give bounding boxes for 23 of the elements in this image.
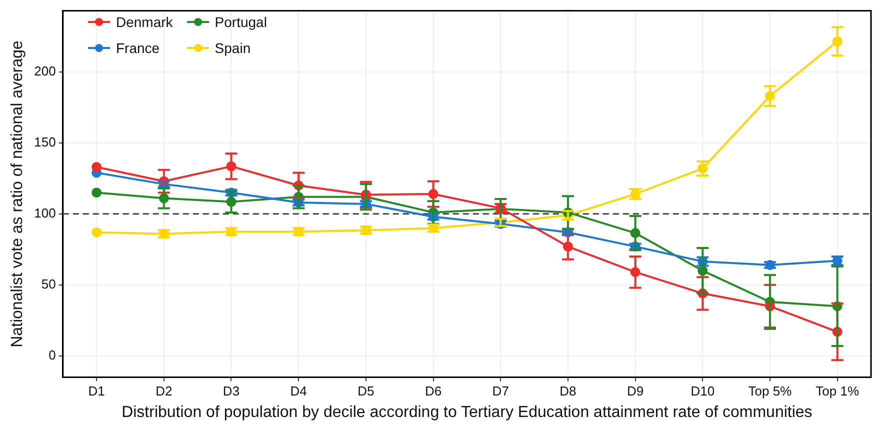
legend-label: Spain bbox=[214, 40, 251, 56]
legend-label: France bbox=[116, 40, 160, 56]
x-tick-label: D6 bbox=[424, 384, 442, 399]
y-axis-title: Nationalist vote as ratio of national average bbox=[9, 40, 26, 348]
y-tick-label: 50 bbox=[41, 276, 56, 292]
x-tick-label: D1 bbox=[88, 384, 105, 399]
x-tick-label: D4 bbox=[290, 384, 307, 399]
x-tick-label: D3 bbox=[222, 384, 240, 399]
x-axis-title: Distribution of population by decile according to Tertiary Education attainment rate of communities bbox=[122, 404, 812, 421]
x-tick-label: Top 5% bbox=[748, 384, 792, 399]
x-tick-label: D5 bbox=[358, 384, 374, 399]
x-tick-label: D7 bbox=[492, 384, 509, 399]
y-tick-label: 150 bbox=[34, 134, 56, 150]
x-tick-label: D9 bbox=[626, 384, 644, 399]
legend-label: Denmark bbox=[116, 14, 173, 30]
x-tick-label: D8 bbox=[560, 384, 576, 399]
x-tick-label: D10 bbox=[690, 384, 715, 399]
x-tick-label: Top 1% bbox=[816, 384, 860, 399]
y-tick-label: 0 bbox=[48, 347, 56, 362]
y-tick-label: 200 bbox=[34, 63, 56, 78]
legend-label: Portugal bbox=[214, 14, 267, 30]
x-tick-label: D2 bbox=[156, 384, 172, 399]
y-tick-label: 100 bbox=[34, 205, 56, 220]
